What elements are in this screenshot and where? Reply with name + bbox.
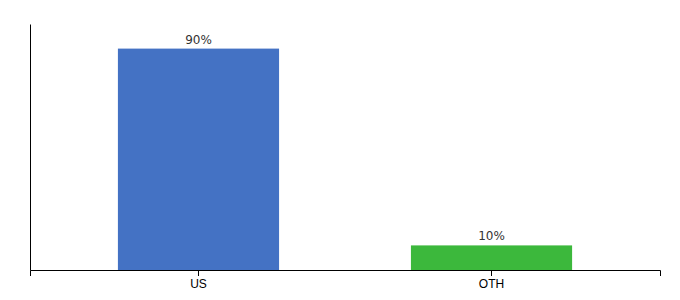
x-tick-label: US bbox=[190, 277, 207, 291]
chart-container: US OTH 90% 10% bbox=[0, 0, 680, 300]
bar bbox=[411, 245, 572, 270]
chart-svg: US OTH 90% 10% bbox=[0, 0, 680, 300]
data-label: 10% bbox=[478, 229, 505, 243]
y-axis-line bbox=[30, 25, 31, 271]
data-label: 90% bbox=[185, 33, 212, 47]
y-axis bbox=[30, 25, 31, 271]
x-axis-line bbox=[31, 271, 661, 277]
bars bbox=[118, 49, 572, 270]
x-tick-label: OTH bbox=[479, 277, 504, 291]
x-tick: US bbox=[190, 270, 207, 291]
x-axis: US OTH bbox=[31, 270, 661, 291]
x-tick-mark bbox=[198, 270, 199, 276]
x-tick-mark bbox=[491, 270, 492, 276]
x-tick: OTH bbox=[479, 270, 504, 291]
plot: US OTH 90% 10% bbox=[31, 25, 661, 291]
data-labels: 90% 10% bbox=[185, 33, 505, 244]
bar bbox=[118, 49, 279, 270]
